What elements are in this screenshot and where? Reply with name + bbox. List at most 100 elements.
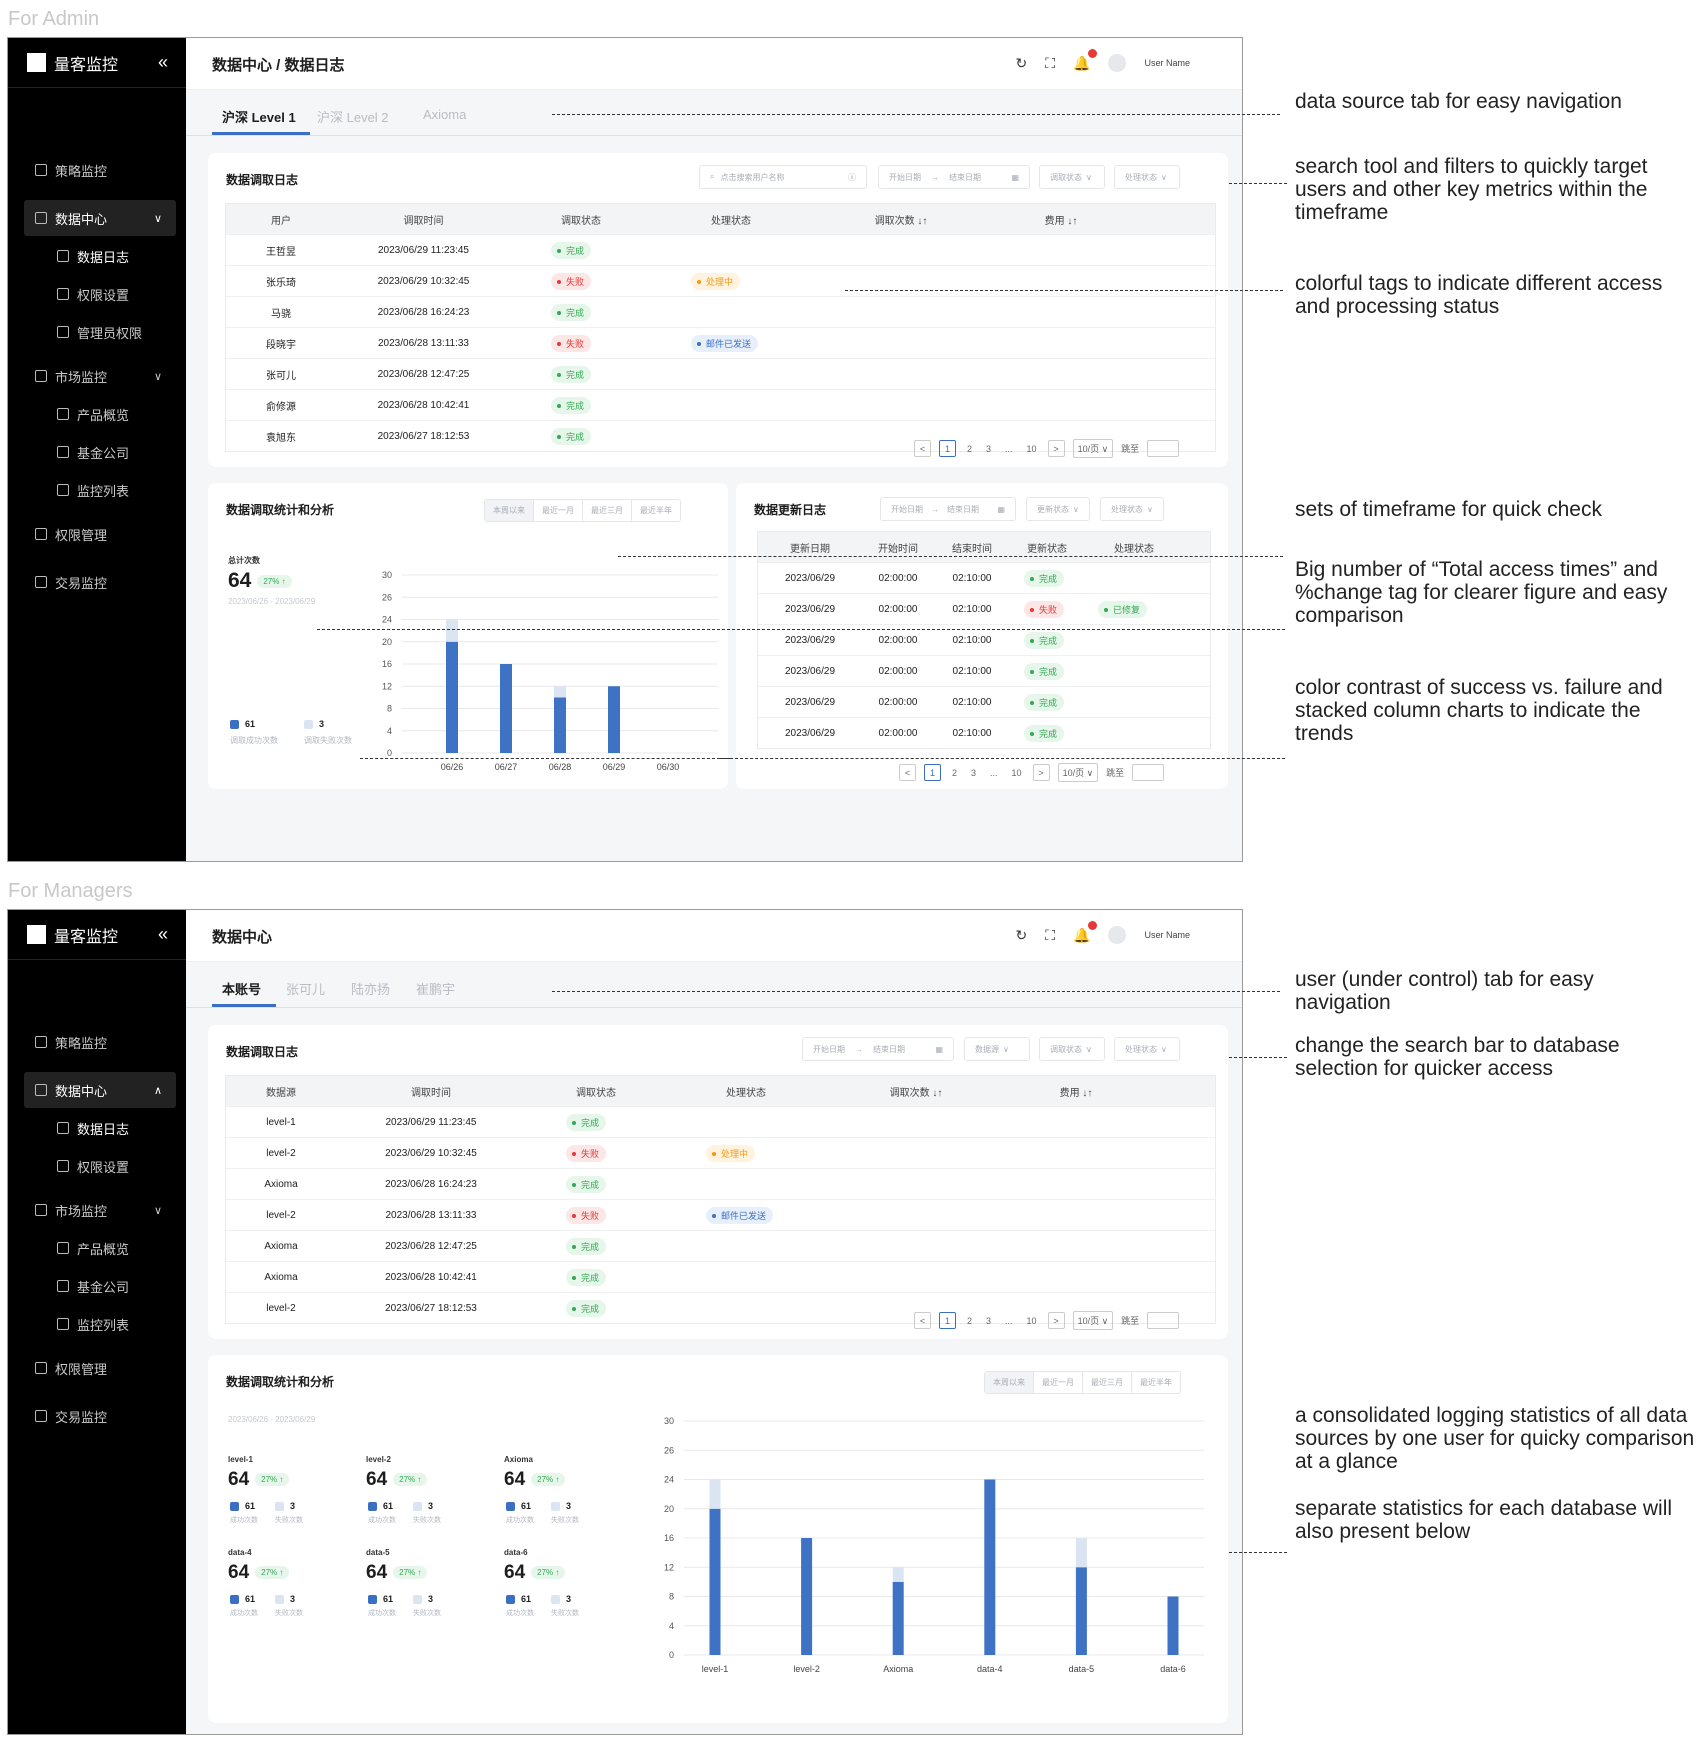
timeframe-option[interactable]: 最近三月 [582, 500, 631, 521]
page-number[interactable]: 3 [971, 767, 977, 778]
table-row[interactable]: Axioma 2023/06/28 16:24:23 完成 [226, 1168, 1215, 1199]
table-row[interactable]: 马骁 2023/06/28 16:24:23 完成 [226, 296, 1215, 327]
page-size-select[interactable]: 10/页 ∨ [1072, 1311, 1114, 1330]
tab-user-2[interactable]: 陆亦扬 [351, 982, 391, 997]
column-header[interactable]: 费用 ↓↑ [1059, 1087, 1093, 1099]
column-header[interactable]: 数据源 [266, 1087, 296, 1099]
bell-icon[interactable]: 🔔 [1073, 920, 1098, 944]
table-row[interactable]: 张可儿 2023/06/28 12:47:25 完成 [226, 358, 1215, 389]
search-input[interactable]: ⌕ 点击搜索用户名称 ⓧ [699, 165, 867, 189]
column-header[interactable]: 调取次数 ↓↑ [889, 1087, 943, 1099]
column-header[interactable]: 处理状态 [711, 215, 751, 227]
sidebar-item-data-center[interactable]: 数据中心 ∧ [24, 1072, 176, 1108]
avatar[interactable] [1108, 54, 1127, 72]
sidebar-item-strategy[interactable]: 策略监控 [24, 1024, 176, 1060]
table-row[interactable]: level-2 2023/06/28 13:11:33 失败 邮件已发送 [226, 1199, 1215, 1230]
page-size-select[interactable]: 10/页 ∨ [1072, 439, 1114, 458]
fullscreen-icon[interactable]: ⛶ [1045, 54, 1056, 71]
date-range[interactable]: 开始日期 → 结束日期 ▦ [878, 165, 1030, 189]
access-status-filter[interactable]: 调取状态 ∨ [1039, 165, 1105, 189]
page-number[interactable]: 10 [1026, 443, 1037, 454]
page-number[interactable]: 10 [1026, 1315, 1037, 1326]
prev-page-button[interactable]: < [899, 764, 916, 781]
sidebar-item-perm-settings[interactable]: 权限设置 [46, 1148, 176, 1184]
bar-success[interactable] [608, 686, 620, 753]
collapse-icon[interactable]: « [158, 924, 169, 944]
table-row[interactable]: level-2 2023/06/29 10:32:45 失败 处理中 [226, 1137, 1215, 1168]
column-header[interactable]: 调取时间 [411, 1087, 451, 1099]
tab-axioma[interactable]: Axioma [423, 107, 467, 122]
sidebar-item-admin-perm[interactable]: 管理员权限 [46, 314, 176, 350]
sidebar-item-perm-mgmt[interactable]: 权限管理 [24, 516, 176, 552]
next-page-button[interactable]: > [1032, 764, 1050, 781]
column-header[interactable]: 开始时间 [878, 543, 918, 555]
table-row[interactable]: Axioma 2023/06/28 12:47:25 完成 [226, 1230, 1215, 1261]
jump-input[interactable] [1147, 1312, 1180, 1329]
user-name[interactable]: User Name [1144, 58, 1190, 68]
process-status-filter[interactable]: 处理状态 ∨ [1114, 165, 1180, 189]
column-header[interactable]: 调取次数 ↓↑ [874, 215, 928, 227]
table-row[interactable]: 张乐琦 2023/06/29 10:32:45 失败 处理中 [226, 265, 1215, 296]
bar-success[interactable] [500, 664, 512, 753]
bar-success[interactable] [801, 1538, 813, 1655]
sidebar-item-trade[interactable]: 交易监控 [24, 1398, 176, 1434]
sidebar-item-market[interactable]: 市场监控 ∨ [24, 1192, 176, 1228]
table-row[interactable]: 2023/06/29 02:00:00 02:10:00 完成 [758, 562, 1210, 593]
sidebar-item-data-log[interactable]: 数据日志 [46, 1110, 176, 1146]
column-header[interactable]: 处理状态 [726, 1087, 766, 1099]
timeframe-option[interactable]: 最近半年 [631, 500, 680, 521]
sidebar-item-monitor-list[interactable]: 监控列表 [46, 1306, 176, 1342]
bar-success[interactable] [892, 1581, 904, 1655]
table-row[interactable]: 2023/06/29 02:00:00 02:10:00 失败 已修复 [758, 593, 1210, 624]
column-header[interactable]: 调取状态 [561, 215, 601, 227]
tab-level-2[interactable]: 沪深 Level 2 [317, 110, 389, 125]
table-row[interactable]: 俞修源 2023/06/28 10:42:41 完成 [226, 389, 1215, 420]
bar-success[interactable] [446, 641, 458, 753]
table-row[interactable]: 2023/06/29 02:00:00 02:10:00 完成 [758, 686, 1210, 717]
collapse-icon[interactable]: « [158, 52, 169, 72]
column-header[interactable]: 处理状态 [1114, 543, 1154, 555]
timeframe-option[interactable]: 最近三月 [1082, 1372, 1131, 1393]
sidebar-item-strategy[interactable]: 策略监控 [24, 152, 176, 188]
table-row[interactable]: Axioma 2023/06/28 10:42:41 完成 [226, 1261, 1215, 1292]
page-number[interactable]: 3 [986, 1315, 992, 1326]
next-page-button[interactable]: > [1047, 440, 1065, 457]
sidebar-item-data-center[interactable]: 数据中心 ∨ [24, 200, 176, 236]
page-number[interactable]: 10 [1011, 767, 1022, 778]
table-row[interactable]: level-2 2023/06/27 18:12:53 完成 [226, 1292, 1215, 1323]
access-status-filter[interactable]: 调取状态 ∨ [1039, 1037, 1105, 1061]
timeframe-option[interactable]: 最近一月 [533, 500, 582, 521]
user-name[interactable]: User Name [1144, 930, 1190, 940]
jump-input[interactable] [1147, 440, 1180, 457]
tab-user-3[interactable]: 崔鹏宇 [416, 982, 456, 997]
tab-level-1[interactable]: 沪深 Level 1 [222, 110, 296, 125]
next-page-button[interactable]: > [1047, 1312, 1065, 1329]
table-row[interactable]: 2023/06/29 02:00:00 02:10:00 完成 [758, 624, 1210, 655]
update-status-filter[interactable]: 更新状态 ∨ [1026, 497, 1090, 521]
bar-success[interactable] [1167, 1596, 1179, 1656]
bar-fail[interactable] [892, 1567, 904, 1582]
timeframe-option[interactable]: 最近一月 [1033, 1372, 1082, 1393]
sidebar-item-product[interactable]: 产品概览 [46, 396, 176, 432]
tab-own-account[interactable]: 本账号 [222, 982, 262, 997]
page-number[interactable]: ... [990, 767, 998, 778]
bar-success[interactable] [554, 697, 566, 753]
sidebar-item-perm-mgmt[interactable]: 权限管理 [24, 1350, 176, 1386]
bar-success[interactable] [1075, 1567, 1087, 1655]
timeframe-option[interactable]: 本周以来 [985, 1372, 1033, 1393]
sidebar-item-market[interactable]: 市场监控 ∨ [24, 358, 176, 394]
sidebar-item-monitor-list[interactable]: 监控列表 [46, 472, 176, 508]
table-row[interactable]: level-1 2023/06/29 11:23:45 完成 [226, 1106, 1215, 1137]
bar-fail[interactable] [446, 619, 458, 642]
bar-success[interactable] [709, 1508, 721, 1655]
date-range[interactable]: 开始日期 → 结束日期 ▦ [880, 497, 1016, 521]
bar-fail[interactable] [554, 686, 566, 698]
avatar[interactable] [1108, 926, 1127, 944]
page-number[interactable]: 3 [986, 443, 992, 454]
prev-page-button[interactable]: < [914, 1312, 931, 1329]
page-number[interactable]: 2 [967, 443, 973, 454]
column-header[interactable]: 更新状态 [1027, 543, 1067, 555]
sidebar-item-product[interactable]: 产品概览 [46, 1230, 176, 1266]
page-number[interactable]: 2 [952, 767, 958, 778]
sidebar-item-perm-settings[interactable]: 权限设置 [46, 276, 176, 312]
